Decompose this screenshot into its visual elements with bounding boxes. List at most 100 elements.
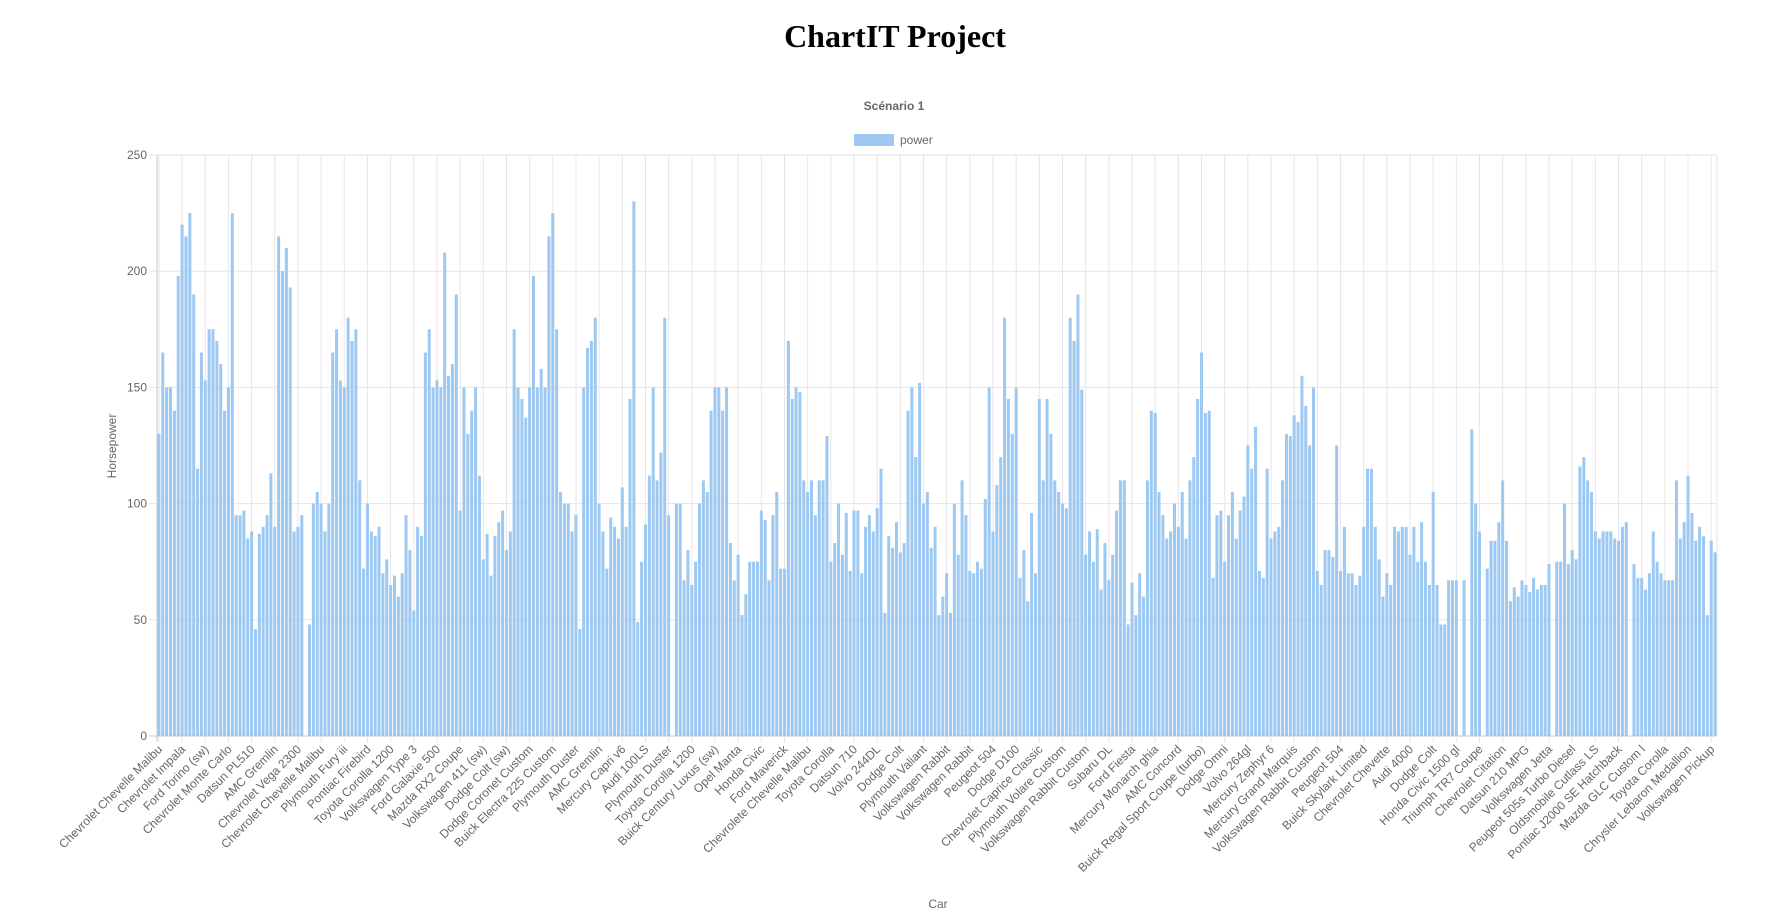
bar[interactable]: [1203, 412, 1207, 736]
bar[interactable]: [1431, 491, 1435, 736]
bar[interactable]: [1566, 564, 1570, 736]
bar[interactable]: [1200, 352, 1204, 736]
bar[interactable]: [1574, 559, 1578, 736]
bar[interactable]: [493, 536, 497, 736]
bar[interactable]: [918, 382, 922, 736]
bar[interactable]: [416, 526, 420, 736]
bar[interactable]: [566, 503, 570, 736]
bar[interactable]: [555, 329, 559, 736]
bar[interactable]: [709, 410, 713, 736]
bar[interactable]: [1234, 538, 1238, 736]
bar[interactable]: [1157, 491, 1161, 736]
bar[interactable]: [157, 433, 161, 736]
bar[interactable]: [261, 526, 265, 736]
bar[interactable]: [860, 573, 864, 736]
bar[interactable]: [593, 317, 597, 736]
bar[interactable]: [1138, 573, 1142, 736]
bar[interactable]: [1528, 591, 1532, 736]
bar[interactable]: [779, 568, 783, 736]
bar[interactable]: [242, 510, 246, 736]
bar[interactable]: [292, 531, 296, 736]
bar[interactable]: [570, 531, 574, 736]
bar[interactable]: [1281, 480, 1285, 736]
bar[interactable]: [659, 452, 663, 736]
bar[interactable]: [1590, 491, 1594, 736]
bar[interactable]: [1559, 561, 1563, 736]
bar[interactable]: [852, 510, 856, 736]
bar[interactable]: [1450, 580, 1454, 736]
bar[interactable]: [477, 475, 481, 736]
bar[interactable]: [1535, 589, 1539, 736]
bar[interactable]: [1547, 564, 1551, 736]
bar[interactable]: [199, 352, 203, 736]
bar[interactable]: [466, 433, 470, 736]
bar[interactable]: [535, 387, 539, 736]
bar[interactable]: [952, 503, 956, 736]
bar[interactable]: [1227, 515, 1231, 736]
bar[interactable]: [520, 399, 524, 736]
bar[interactable]: [636, 622, 640, 736]
bar[interactable]: [1315, 571, 1319, 736]
bar[interactable]: [350, 340, 354, 736]
bar[interactable]: [682, 580, 686, 736]
bar[interactable]: [365, 503, 369, 736]
bar[interactable]: [1454, 580, 1458, 736]
bar[interactable]: [763, 519, 767, 736]
bar[interactable]: [1439, 624, 1443, 736]
bar[interactable]: [431, 387, 435, 736]
bar[interactable]: [1273, 531, 1277, 736]
bar[interactable]: [315, 491, 319, 736]
bar[interactable]: [1354, 584, 1358, 736]
bar[interactable]: [844, 512, 848, 736]
bar[interactable]: [1624, 522, 1628, 736]
bar[interactable]: [929, 547, 933, 736]
bar[interactable]: [288, 287, 292, 736]
bar[interactable]: [377, 526, 381, 736]
bar[interactable]: [1064, 508, 1068, 736]
bar[interactable]: [640, 561, 644, 736]
bar[interactable]: [1404, 526, 1408, 736]
bar[interactable]: [1489, 540, 1493, 736]
bar[interactable]: [1508, 601, 1512, 736]
bar[interactable]: [1323, 550, 1327, 736]
bar[interactable]: [1292, 415, 1296, 736]
bar[interactable]: [358, 480, 362, 736]
bar[interactable]: [1242, 496, 1246, 736]
bar[interactable]: [979, 568, 983, 736]
bar[interactable]: [1165, 538, 1169, 736]
bar[interactable]: [674, 503, 678, 736]
bar[interactable]: [586, 347, 590, 736]
bar[interactable]: [991, 531, 995, 736]
bar[interactable]: [238, 515, 242, 736]
bar[interactable]: [528, 387, 532, 736]
bar[interactable]: [335, 329, 339, 736]
bar[interactable]: [1366, 468, 1370, 736]
bar[interactable]: [829, 561, 833, 736]
bar[interactable]: [1478, 531, 1482, 736]
bar[interactable]: [342, 387, 346, 736]
bar[interactable]: [616, 538, 620, 736]
bar[interactable]: [296, 526, 300, 736]
bar[interactable]: [1400, 526, 1404, 736]
bar[interactable]: [1408, 554, 1412, 736]
bar[interactable]: [331, 352, 335, 736]
bar[interactable]: [1327, 550, 1331, 736]
bar[interactable]: [1474, 503, 1478, 736]
bar[interactable]: [1570, 550, 1574, 736]
bar[interactable]: [1068, 317, 1072, 736]
bar[interactable]: [1647, 573, 1651, 736]
bar[interactable]: [1211, 577, 1215, 736]
bar[interactable]: [667, 515, 671, 736]
bar[interactable]: [1358, 575, 1362, 736]
bar[interactable]: [755, 561, 759, 736]
bar[interactable]: [933, 526, 937, 736]
bar[interactable]: [1512, 587, 1516, 736]
bar[interactable]: [211, 329, 215, 736]
bar[interactable]: [188, 213, 192, 737]
legend[interactable]: power: [854, 133, 933, 147]
bar[interactable]: [1172, 503, 1176, 736]
bar[interactable]: [1497, 522, 1501, 736]
bar[interactable]: [1655, 561, 1659, 736]
bar[interactable]: [1060, 503, 1064, 736]
bar[interactable]: [1014, 387, 1018, 736]
